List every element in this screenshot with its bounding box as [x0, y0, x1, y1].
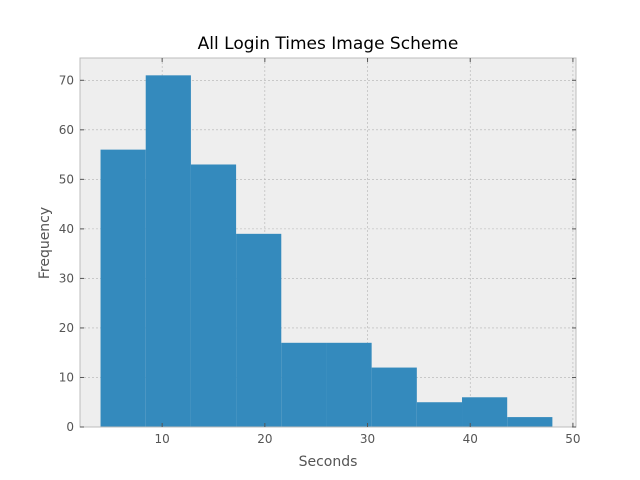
y-tick-label: 70 [59, 73, 74, 87]
histogram-bar [100, 149, 146, 428]
histogram-bars [100, 75, 553, 428]
x-axis-ticks: 10 20 30 40 50 [155, 58, 581, 446]
grid-lines [80, 58, 576, 428]
histogram-bar [462, 397, 508, 427]
y-tick-label: 0 [66, 420, 74, 434]
y-tick-label: 40 [59, 222, 74, 236]
x-axis-label: Seconds [299, 454, 358, 470]
histogram-bar [236, 233, 282, 427]
histogram-bar [416, 402, 463, 427]
y-tick-label: 10 [59, 370, 74, 384]
x-tick-label: 10 [155, 432, 170, 446]
y-tick-label: 50 [59, 172, 74, 186]
y-axis-label: Frequency [37, 207, 53, 279]
y-tick-label: 30 [59, 271, 74, 285]
histogram-bar [326, 342, 372, 427]
histogram-bar [281, 342, 327, 427]
histogram-bar [190, 164, 237, 427]
histogram-bar [507, 417, 553, 427]
chart-title: All Login Times Image Scheme [198, 34, 459, 54]
x-tick-label: 40 [463, 432, 478, 446]
x-tick-label: 50 [565, 432, 580, 446]
y-tick-label: 60 [59, 123, 74, 137]
histogram-bar [145, 75, 191, 427]
x-tick-label: 30 [360, 432, 375, 446]
x-tick-label: 20 [257, 432, 272, 446]
y-tick-label: 20 [59, 321, 74, 335]
plot-frame [79, 57, 577, 428]
histogram-bar [371, 367, 417, 427]
y-axis-ticks: 0 10 20 30 40 50 60 70 [59, 73, 576, 434]
